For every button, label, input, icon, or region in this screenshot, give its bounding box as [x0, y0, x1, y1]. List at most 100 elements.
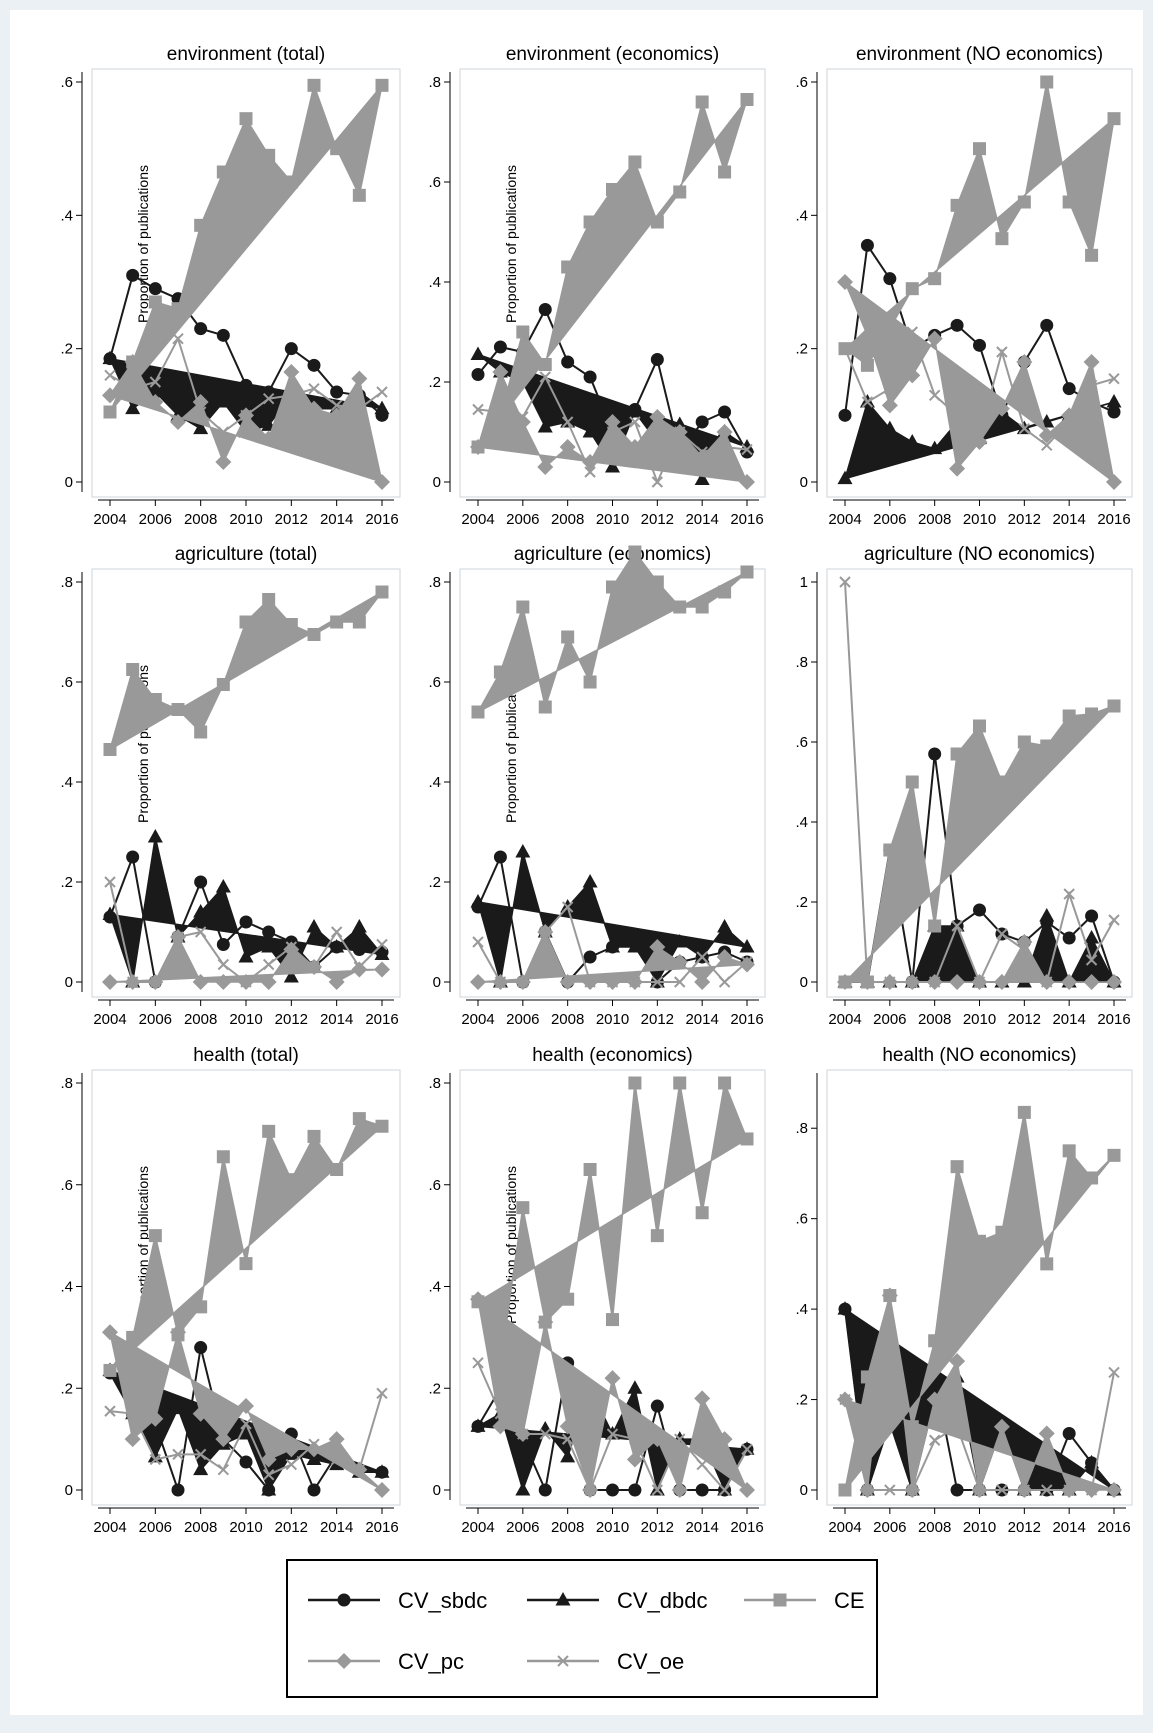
data-point — [629, 976, 641, 988]
data-point — [906, 976, 918, 988]
data-point — [307, 78, 321, 92]
data-point — [376, 386, 388, 398]
data-point — [147, 1410, 164, 1427]
data-point — [240, 976, 252, 988]
data-point — [283, 364, 300, 380]
data-point — [125, 400, 141, 415]
data-point — [996, 1484, 1008, 1496]
data-point — [1108, 914, 1120, 926]
data-point — [307, 358, 321, 372]
x-tick-label: 2014 — [320, 511, 353, 528]
panel-environment-no-economics: environment (NO economics) 0 .2 .4 .6 2004 200… — [795, 44, 1133, 528]
x-tick-label: 2006 — [139, 1519, 172, 1536]
data-point — [215, 879, 231, 893]
data-point — [926, 330, 943, 347]
data-point — [559, 439, 576, 455]
y-tick-label: .4 — [60, 207, 73, 224]
data-point — [739, 956, 755, 973]
legend-marker — [337, 1593, 351, 1607]
x-tick-label: 2014 — [1052, 1519, 1085, 1536]
y-tick-label: 0 — [433, 1482, 441, 1499]
data-point — [741, 1443, 753, 1456]
data-point — [285, 1458, 298, 1471]
x-tick-label: 2010 — [596, 1519, 629, 1536]
y-tick-label: .4 — [428, 1279, 441, 1296]
data-point — [239, 112, 253, 126]
data-point — [172, 332, 184, 345]
data-point — [927, 440, 943, 455]
data-point — [973, 903, 986, 917]
data-point — [928, 976, 941, 988]
data-point — [103, 1363, 117, 1377]
data-point — [837, 974, 853, 990]
data-point — [1062, 1426, 1076, 1440]
x-tick-label: 2012 — [1008, 1519, 1041, 1536]
x-tick-label: 2004 — [461, 1011, 494, 1028]
data-point — [583, 675, 597, 689]
data-point — [239, 615, 253, 629]
data-point — [740, 565, 754, 579]
data-point — [694, 1390, 711, 1407]
data-point — [695, 1206, 709, 1220]
data-point — [696, 1458, 708, 1471]
data-point — [949, 460, 966, 477]
y-tick-label: 0 — [433, 474, 441, 491]
data-point — [928, 272, 942, 286]
data-point — [583, 950, 597, 964]
data-point — [374, 1482, 390, 1498]
data-point — [538, 1483, 552, 1497]
data-point — [472, 936, 484, 948]
x-tick-label: 2010 — [229, 511, 262, 528]
data-point — [170, 414, 186, 430]
data-point — [1040, 75, 1054, 89]
x-tick-label: 2012 — [1008, 511, 1041, 528]
data-point — [973, 338, 986, 352]
series-cv-oe — [472, 1357, 753, 1496]
data-point — [628, 1076, 642, 1090]
data-point — [694, 449, 711, 465]
x-tick-label: 2004 — [461, 1519, 494, 1536]
x-tick-label: 2016 — [1097, 1011, 1130, 1028]
panel-health-total: health (total) 0 .2 .4 .6 .8 2004 2006 2008 2010 2… — [60, 1045, 401, 1536]
data-point — [718, 585, 732, 599]
data-point — [215, 454, 232, 470]
x-tick-label: 2006 — [873, 1011, 906, 1028]
data-point — [1040, 739, 1054, 753]
series-cv-oe — [472, 371, 753, 488]
data-point — [376, 938, 388, 951]
data-point — [126, 382, 139, 395]
data-point — [126, 663, 140, 676]
data-point — [883, 272, 897, 286]
panel-title: health (total) — [193, 1045, 299, 1066]
data-point — [1106, 974, 1122, 990]
x-tick-label: 2014 — [1052, 1011, 1085, 1028]
data-point — [102, 906, 118, 920]
panel-title: agriculture (NO economics) — [864, 544, 1095, 565]
x-tick-label: 2010 — [963, 1011, 996, 1028]
data-point — [308, 382, 320, 395]
data-point — [740, 93, 754, 106]
data-point — [905, 282, 919, 296]
y-tick-label: .6 — [428, 174, 441, 191]
data-point — [147, 394, 164, 410]
x-tick-label: 2004 — [93, 1519, 126, 1536]
data-point — [993, 400, 1010, 417]
data-point — [515, 844, 531, 858]
data-point — [1108, 372, 1120, 385]
data-point — [884, 382, 896, 395]
data-point — [375, 78, 389, 92]
legend-label: CE — [834, 1588, 865, 1613]
data-point — [583, 1162, 597, 1176]
data-point — [995, 775, 1009, 789]
data-point — [928, 1434, 941, 1446]
data-point — [351, 919, 367, 933]
data-point — [951, 409, 963, 422]
data-point — [262, 925, 276, 939]
data-point — [537, 1314, 554, 1331]
data-point — [606, 580, 619, 594]
x-tick-label: 2010 — [963, 511, 996, 528]
data-point — [605, 939, 620, 953]
x-tick-label: 2004 — [461, 511, 494, 528]
data-point — [951, 920, 963, 932]
data-point — [306, 400, 322, 417]
